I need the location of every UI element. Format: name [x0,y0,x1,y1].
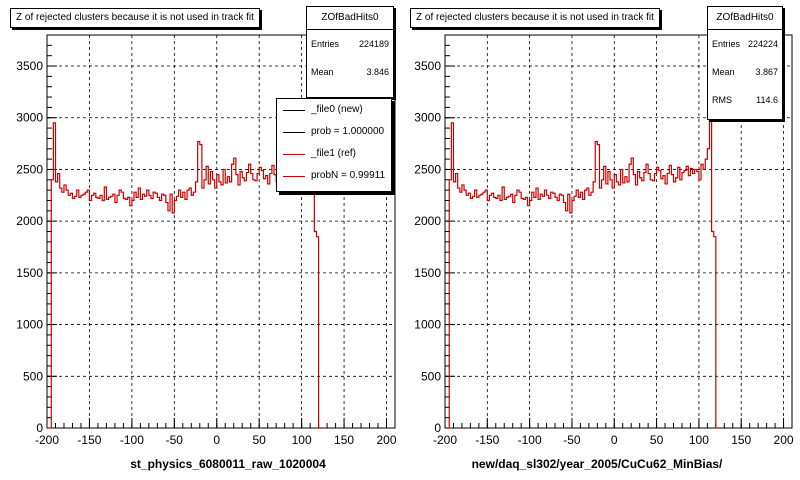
left-xlabel: st_physics_6080011_raw_1020004 [130,457,326,471]
right-title: Z of rejected clusters because it is not… [416,12,654,23]
left-tick-label-x-1: -150 [77,433,101,447]
right-stats-mean-label: Mean [712,67,735,77]
right-series-0 [447,86,718,429]
left-tick-label-y-2: 1000 [16,318,43,332]
left-tick-label-x-2: -100 [120,433,144,447]
left-tick-label-x-0: -200 [35,433,59,447]
right-stats-entries-label: Entries [712,39,741,49]
right-tick-label-x-7: 150 [731,433,751,447]
legend-text-file1: _file1 (ref) [311,148,357,159]
right-tick-label-x-2: -100 [518,433,542,447]
right-xlabel: new/daq_sl302/year_2005/CuCu62_MinBias/ [471,457,723,471]
right-tick-label-y-6: 3000 [414,111,441,125]
legend-entry-file0: _file0 (new) [277,99,391,121]
left-stats-box: ZOfBadHits0 Entries 224189 Mean 3.846 [306,6,394,98]
legend-text-file0: _file0 (new) [311,104,363,115]
right-stats-entries-row: Entries 224224 [708,30,782,58]
left-stats-name: ZOfBadHits0 [307,7,393,30]
right-stats-rms-row: RMS 114.6 [708,86,782,114]
right-tick-label-y-5: 2500 [414,162,441,176]
right-tick-label-y-0: 0 [434,421,441,435]
legend-text-probn: probN = 0.99911 [311,170,386,181]
left-tick-label-x-4: 0 [213,433,220,447]
left-tick-label-y-6: 3000 [16,111,43,125]
right-tick-label-x-8: 200 [774,433,794,447]
right-tick-label-y-1: 500 [421,369,441,383]
left-title: Z of rejected clusters because it is not… [16,12,254,23]
right-tick-label-x-6: 100 [689,433,709,447]
right-tick-label-y-3: 1500 [414,266,441,280]
left-stats-entries-row: Entries 224189 [307,30,393,58]
legend-entry-prob: prob = 1.000000 [277,121,391,143]
left-tick-label-y-0: 0 [36,421,43,435]
left-tick-label-x-6: 100 [292,433,312,447]
left-tick-label-y-5: 2500 [16,162,43,176]
legend-entry-file1: _file1 (ref) [277,143,391,165]
right-stats-rms-value: 114.6 [756,95,778,105]
right-title-box: Z of rejected clusters because it is not… [410,8,660,28]
left-tick-label-x-8: 200 [376,433,396,447]
left-legend: _file0 (new) prob = 1.000000 _file1 (ref… [276,98,392,192]
legend-text-prob: prob = 1.000000 [311,126,385,137]
left-tick-label-y-7: 3500 [16,59,43,73]
right-tick-label-x-3: -50 [563,433,581,447]
left-tick-label-x-5: 50 [253,433,267,447]
right-tick-label-x-4: 0 [611,433,618,447]
right-tick-label-x-0: -200 [433,433,457,447]
legend-line-probn [283,176,305,177]
right-stats-name: ZOfBadHits0 [708,7,782,30]
right-tick-label-y-4: 2000 [414,214,441,228]
left-stats-mean-label: Mean [311,67,334,77]
right-tick-label-x-1: -150 [475,433,499,447]
right-stats-entries-value: 224224 [747,39,778,49]
right-tick-label-x-5: 50 [650,433,664,447]
left-tick-label-x-3: -50 [166,433,184,447]
legend-line-prob [283,132,305,133]
legend-line-file1 [283,154,305,155]
left-stats-entries-label: Entries [311,39,340,49]
right-stats-mean-row: Mean 3.867 [708,58,782,86]
left-tick-label-y-3: 1500 [16,266,43,280]
left-tick-label-y-1: 500 [23,369,43,383]
right-stats-rms-label: RMS [712,95,732,105]
left-stats-mean-value: 3.846 [366,67,389,77]
left-stats-mean-row: Mean 3.846 [307,58,393,86]
left-tick-label-y-4: 2000 [16,214,43,228]
right-stats-mean-value: 3.867 [755,67,778,77]
right-tick-label-y-2: 1000 [414,318,441,332]
right-stats-box: ZOfBadHits0 Entries 224224 Mean 3.867 RM… [707,6,783,120]
left-stats-entries-value: 224189 [358,39,389,49]
legend-entry-probn: probN = 0.99911 [277,165,391,187]
left-title-box: Z of rejected clusters because it is not… [10,8,260,28]
left-tick-label-x-7: 150 [334,433,354,447]
right-tick-label-y-7: 3500 [414,59,441,73]
legend-line-file0 [283,110,305,111]
left-series-0 [49,86,321,429]
